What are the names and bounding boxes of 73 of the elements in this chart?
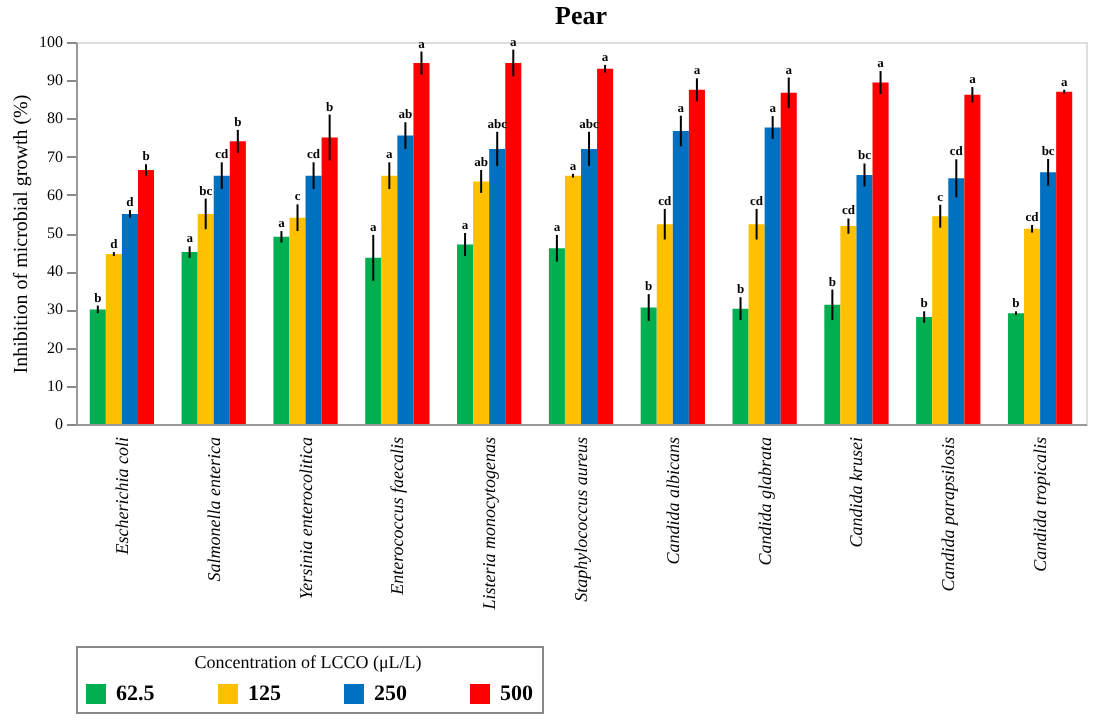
x-tick-label: Enterococcus faecalis	[387, 436, 408, 597]
legend-label: 125	[248, 682, 282, 706]
bar	[489, 148, 506, 424]
bar	[397, 135, 414, 424]
bar	[1024, 228, 1041, 424]
x-tick-label: Salmonella enterica	[203, 436, 224, 582]
x-tick-label: Staphylococcus aureus	[571, 436, 591, 602]
bar	[381, 175, 398, 424]
bar	[229, 141, 246, 424]
bar	[89, 309, 106, 424]
legend-label: 62.5	[116, 682, 156, 706]
x-tick-label: Candida albicans	[662, 436, 683, 565]
y-tick-label: 70	[47, 147, 63, 166]
y-tick-label: 10	[47, 376, 63, 395]
y-tick-label: 100	[39, 33, 63, 51]
bar	[137, 169, 155, 424]
x-tick-label: Candida tropicalis	[1030, 436, 1051, 572]
bar	[505, 63, 522, 424]
y-tick-label: 40	[47, 262, 63, 281]
bar	[413, 63, 430, 424]
bar	[948, 178, 965, 424]
y-tick-label: 60	[47, 185, 63, 204]
bar	[105, 254, 122, 424]
bar	[764, 127, 781, 424]
bar	[1040, 172, 1057, 424]
x-tick-label: Candida glabrata	[754, 436, 775, 566]
bar	[181, 252, 198, 424]
bar	[640, 307, 657, 424]
bar	[688, 89, 705, 424]
y-axis-title: Inhibition of microbial growth (%)	[11, 94, 33, 374]
y-tick-label: 90	[47, 71, 63, 90]
x-tick-label: Escherichia coli	[111, 436, 132, 557]
bar	[305, 175, 322, 424]
y-tick-label: 30	[47, 300, 63, 319]
bar	[289, 217, 306, 424]
bar	[824, 304, 841, 424]
legend-title: Concentration of LCCO (μL/L)	[194, 652, 422, 672]
chart-title: Pear	[555, 0, 608, 30]
x-tick-label: Candida krusei	[846, 436, 867, 548]
bar	[197, 213, 214, 424]
bar	[365, 257, 382, 424]
bar	[748, 224, 765, 424]
bar	[597, 68, 614, 424]
bar	[457, 244, 474, 424]
x-tick-label: Yersinia enterocolitica	[295, 436, 316, 600]
bar	[840, 226, 857, 424]
bar	[548, 248, 565, 424]
x-tick-label: Listeria monocytogenas	[479, 436, 500, 612]
bar	[581, 148, 598, 424]
bar	[780, 92, 797, 424]
bar	[856, 174, 873, 424]
legend-label: 250	[374, 682, 408, 706]
bar	[672, 131, 689, 424]
x-tick-label: Candida parapsilosis	[938, 436, 959, 592]
bar	[121, 213, 138, 424]
bar	[213, 175, 230, 424]
y-tick-label: 0	[55, 415, 63, 433]
bar	[916, 317, 933, 424]
y-tick-label: 50	[47, 224, 63, 242]
bar	[732, 308, 749, 424]
bar	[321, 137, 338, 424]
bar	[964, 94, 981, 424]
bar	[473, 181, 490, 424]
y-tick-label: 20	[47, 338, 63, 357]
legend-label: 500	[500, 682, 534, 706]
y-tick-label: 80	[47, 109, 63, 128]
bar	[932, 216, 949, 424]
bar	[1056, 91, 1073, 424]
bar	[1007, 313, 1025, 424]
bar	[872, 82, 889, 424]
bar	[656, 224, 673, 424]
bar	[273, 236, 290, 424]
bar	[564, 175, 581, 424]
